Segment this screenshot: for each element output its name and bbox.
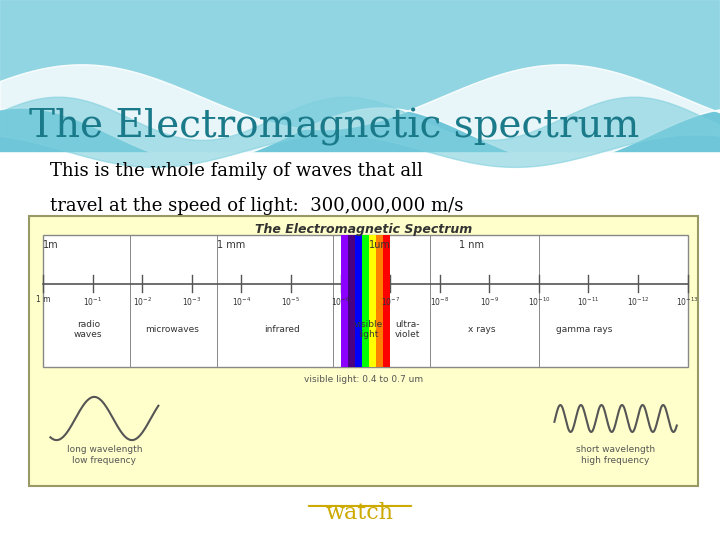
- Bar: [383, 235, 390, 367]
- Bar: [341, 235, 348, 367]
- Text: ultra-
violet: ultra- violet: [395, 320, 420, 339]
- Polygon shape: [0, 0, 720, 151]
- Text: watch: watch: [326, 502, 394, 524]
- Text: 1 nm: 1 nm: [459, 240, 484, 251]
- Bar: [348, 235, 355, 367]
- Bar: [376, 235, 383, 367]
- Text: travel at the speed of light:  300,000,000 m/s: travel at the speed of light: 300,000,00…: [50, 197, 464, 215]
- Text: gamma rays: gamma rays: [557, 325, 613, 334]
- Text: 10$^{-1}$: 10$^{-1}$: [84, 295, 102, 308]
- FancyBboxPatch shape: [29, 216, 698, 486]
- Text: visible
light: visible light: [354, 320, 383, 339]
- Text: 10$^{-11}$: 10$^{-11}$: [577, 295, 600, 308]
- Text: The Electromagnetic Spectrum: The Electromagnetic Spectrum: [255, 223, 472, 236]
- Polygon shape: [0, 0, 720, 130]
- Bar: [355, 235, 362, 367]
- Text: 10$^{-13}$: 10$^{-13}$: [676, 295, 699, 308]
- Text: 1um: 1um: [369, 240, 390, 251]
- Text: 1m: 1m: [43, 240, 59, 251]
- Text: 10$^{-2}$: 10$^{-2}$: [132, 295, 152, 308]
- FancyBboxPatch shape: [43, 235, 688, 367]
- Text: 10$^{-5}$: 10$^{-5}$: [282, 295, 301, 308]
- Text: 10$^{-7}$: 10$^{-7}$: [381, 295, 400, 308]
- Text: 10$^{-9}$: 10$^{-9}$: [480, 295, 499, 308]
- Text: 10$^{-10}$: 10$^{-10}$: [528, 295, 550, 308]
- Text: This is the whole family of waves that all: This is the whole family of waves that a…: [50, 162, 423, 180]
- Text: 10$^{-4}$: 10$^{-4}$: [232, 295, 251, 308]
- Text: x rays: x rays: [468, 325, 495, 334]
- Text: The Electromagnetic spectrum: The Electromagnetic spectrum: [29, 108, 639, 146]
- Polygon shape: [0, 65, 720, 162]
- Text: 10$^{-6}$: 10$^{-6}$: [331, 295, 351, 308]
- Bar: [369, 235, 376, 367]
- Text: 10$^{-12}$: 10$^{-12}$: [626, 295, 649, 308]
- Text: 10$^{-3}$: 10$^{-3}$: [182, 295, 202, 308]
- Text: infrared: infrared: [264, 325, 300, 334]
- Text: long wavelength
low frequency: long wavelength low frequency: [67, 446, 142, 465]
- Bar: [362, 235, 369, 367]
- Text: microwaves: microwaves: [145, 325, 199, 334]
- Text: visible light: 0.4 to 0.7 um: visible light: 0.4 to 0.7 um: [304, 375, 423, 384]
- Text: 1 mm: 1 mm: [217, 240, 246, 251]
- Polygon shape: [0, 97, 720, 167]
- Text: short wavelength
high frequency: short wavelength high frequency: [576, 446, 655, 465]
- Text: 1 m: 1 m: [36, 295, 50, 305]
- Text: 10$^{-8}$: 10$^{-8}$: [430, 295, 449, 308]
- Text: radio
waves: radio waves: [74, 320, 102, 339]
